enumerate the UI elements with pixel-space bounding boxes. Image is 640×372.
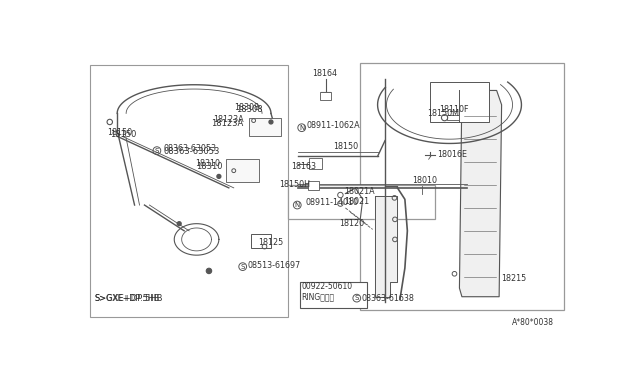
Text: 08911-1062A: 08911-1062A — [307, 121, 360, 130]
Text: 18163: 18163 — [291, 162, 316, 171]
Circle shape — [269, 120, 273, 124]
Text: S: S — [155, 148, 159, 154]
Text: 08513-61697: 08513-61697 — [248, 261, 301, 270]
Bar — [251, 234, 271, 248]
Text: 18123A: 18123A — [213, 115, 244, 125]
Text: 18010: 18010 — [412, 176, 437, 185]
Bar — [227, 159, 259, 182]
Text: 18150: 18150 — [108, 128, 132, 137]
Text: 18308: 18308 — [236, 105, 263, 113]
Text: 18308: 18308 — [234, 103, 259, 112]
Bar — [360, 63, 564, 310]
Circle shape — [217, 174, 221, 178]
Text: 18021: 18021 — [344, 197, 369, 206]
Text: 18016E: 18016E — [437, 150, 467, 158]
Text: 08363-63053: 08363-63053 — [163, 144, 216, 153]
Bar — [308, 181, 319, 190]
Text: 18215: 18215 — [502, 273, 527, 283]
Text: S: S — [241, 264, 245, 270]
Bar — [300, 282, 367, 308]
Bar — [447, 115, 460, 120]
Text: 08363-61638: 08363-61638 — [362, 294, 415, 303]
Bar — [249, 118, 281, 136]
Text: 18150: 18150 — [110, 130, 136, 140]
Text: 00922-50610: 00922-50610 — [301, 282, 353, 291]
Text: 08363-63053: 08363-63053 — [163, 147, 220, 156]
Text: 18310: 18310 — [196, 159, 221, 168]
Text: 18310: 18310 — [196, 162, 223, 171]
Text: 18150: 18150 — [333, 142, 358, 151]
Text: 18021A: 18021A — [344, 187, 375, 196]
Polygon shape — [375, 196, 397, 297]
Text: 18120: 18120 — [339, 219, 365, 228]
Text: RINGリング: RINGリング — [301, 293, 335, 302]
Bar — [309, 158, 321, 169]
Text: 18150M: 18150M — [428, 109, 460, 118]
Bar — [429, 82, 489, 122]
Text: N: N — [299, 125, 305, 131]
Circle shape — [207, 269, 211, 273]
Text: N: N — [294, 202, 300, 208]
Text: 18125: 18125 — [259, 238, 284, 247]
Bar — [289, 185, 435, 219]
Text: S>GXE+DP:5HB: S>GXE+DP:5HB — [95, 294, 163, 303]
Circle shape — [177, 222, 181, 225]
Bar — [319, 92, 332, 100]
Text: 18110F: 18110F — [440, 105, 469, 113]
Polygon shape — [460, 90, 502, 297]
Text: 18123A: 18123A — [211, 119, 244, 128]
Text: 08911-14010: 08911-14010 — [306, 198, 358, 207]
Bar — [90, 65, 288, 317]
Text: 18150H: 18150H — [280, 180, 310, 189]
Text: 18164: 18164 — [312, 69, 337, 78]
Text: A*80*0038: A*80*0038 — [512, 318, 554, 327]
Text: S: S — [355, 295, 359, 301]
Text: S>GXE+DP:5HB: S>GXE+DP:5HB — [95, 294, 160, 303]
